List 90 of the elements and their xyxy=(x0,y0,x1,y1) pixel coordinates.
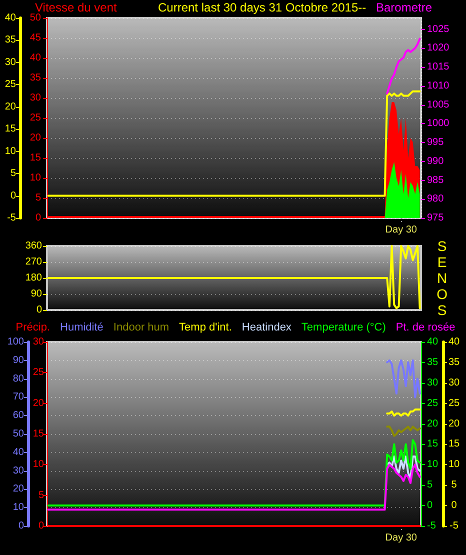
y3-tick-label: 5 xyxy=(451,480,458,491)
y-tick-label: 50 xyxy=(12,428,24,440)
text: E xyxy=(437,254,447,270)
y-tick-label: 35 xyxy=(30,72,42,84)
text: -5 xyxy=(427,520,436,532)
y3-tick-label: 1020 xyxy=(427,42,450,54)
text: 25 xyxy=(427,398,439,409)
y-tick-label: 40 xyxy=(12,446,24,458)
y-tick-label: 30 xyxy=(12,465,24,476)
y2-tick-label: 20 xyxy=(4,101,16,112)
text: Humidité xyxy=(60,322,104,334)
text: S xyxy=(437,238,447,254)
y3-tick-label: 1025 xyxy=(427,24,450,35)
line-series xyxy=(47,90,421,197)
line-series xyxy=(386,38,421,94)
text: Temperature (°C) xyxy=(301,322,386,334)
y-tick-label: 90 xyxy=(12,354,24,366)
x-tick-label: Day 30 xyxy=(385,532,418,544)
y-tick-label: 100 xyxy=(7,336,24,348)
text: O xyxy=(436,286,448,302)
y3-tick-label: 980 xyxy=(427,194,444,205)
text: S xyxy=(437,302,447,318)
y3-tick-label: 35 xyxy=(448,356,460,368)
y-tick-label: 90 xyxy=(30,288,42,300)
text: Précip. xyxy=(16,322,50,334)
text: 35 xyxy=(427,356,439,368)
y-tick-label: 15 xyxy=(30,152,42,164)
text: N xyxy=(436,270,448,286)
y-tick-label: 60 xyxy=(12,410,24,422)
y3-tick-label: 30 xyxy=(448,377,460,388)
text: Temp d'int. xyxy=(179,322,232,334)
text: 10 xyxy=(427,459,439,470)
y3-tick-label: 1010 xyxy=(427,80,450,92)
y2-tick-label: 30 xyxy=(4,56,16,68)
y3-tick-label: 985 xyxy=(427,174,444,186)
y3-tick-label: 995 xyxy=(427,137,444,148)
y-tick-label: 80 xyxy=(12,373,24,384)
text: Indoor hum xyxy=(113,322,170,334)
text: 30 xyxy=(427,377,439,388)
y-tick-label: 10 xyxy=(12,502,24,514)
y-tick-label: 0 xyxy=(36,304,42,316)
y2-tick-label: 25 xyxy=(4,79,16,90)
y3-tick-label: 1005 xyxy=(427,99,450,110)
y-tick-label: 0 xyxy=(18,520,24,532)
y3-tick-label: 20 xyxy=(448,418,460,430)
y-tick-label: 270 xyxy=(25,256,42,268)
line-series xyxy=(386,408,421,417)
chart-title: Current last 30 days 31 Octobre 2015-- xyxy=(158,0,366,14)
y-tick-label: 40 xyxy=(30,52,42,64)
y-tick-label: 5 xyxy=(35,192,42,204)
line-series xyxy=(386,455,421,480)
y3-tick-label: 25 xyxy=(448,398,460,409)
y3-tick-label: 0 xyxy=(451,500,458,512)
y-tick-label: 30 xyxy=(30,92,42,104)
text: 40 xyxy=(427,336,439,348)
y2-tick-label: 15 xyxy=(4,124,16,135)
y3-tick-label: 15 xyxy=(448,438,460,450)
y-tick-label: 20 xyxy=(12,484,24,495)
y3-tick-label: 975 xyxy=(427,212,444,224)
y3-tick-label: 10 xyxy=(448,459,460,470)
y3-tick-label: 40 xyxy=(448,336,460,348)
y3-tick-label: 990 xyxy=(427,156,444,167)
x-tick-label: Day 30 xyxy=(385,224,418,236)
text: Heatindex xyxy=(242,322,292,334)
text: 20 xyxy=(427,418,439,430)
text: 15 xyxy=(427,438,439,450)
y-tick-label: 180 xyxy=(25,272,42,284)
text: 5 xyxy=(427,480,433,491)
y-tick-label: 25 xyxy=(30,112,42,124)
y-axis-title: Vitesse du vent xyxy=(35,0,118,14)
y2-tick-label: 10 xyxy=(4,146,16,157)
y2-tick-label: 40 xyxy=(4,12,16,24)
line-series xyxy=(47,464,421,511)
y-tick-label: 45 xyxy=(30,32,42,44)
y-tick-label: 50 xyxy=(30,12,42,24)
text: Pt. de rosée xyxy=(396,322,456,334)
text: 0 xyxy=(427,500,433,512)
y-tick-label: 0 xyxy=(35,212,42,224)
line-series xyxy=(386,359,421,398)
y-tick-label: 10 xyxy=(30,172,42,184)
y-tick-label: 20 xyxy=(30,132,42,144)
y3-tick-label: 1015 xyxy=(427,62,450,73)
y3-axis-title: Barometre xyxy=(376,0,432,14)
line-series xyxy=(386,426,421,437)
y2-tick-label: -5 xyxy=(7,212,16,224)
y2-tick-label: 35 xyxy=(4,34,16,46)
y3-tick-label: 1000 xyxy=(427,118,450,130)
y-tick-label: 360 xyxy=(25,240,42,252)
y3-tick-label: -5 xyxy=(450,520,459,532)
y-tick-label: 70 xyxy=(12,392,24,403)
